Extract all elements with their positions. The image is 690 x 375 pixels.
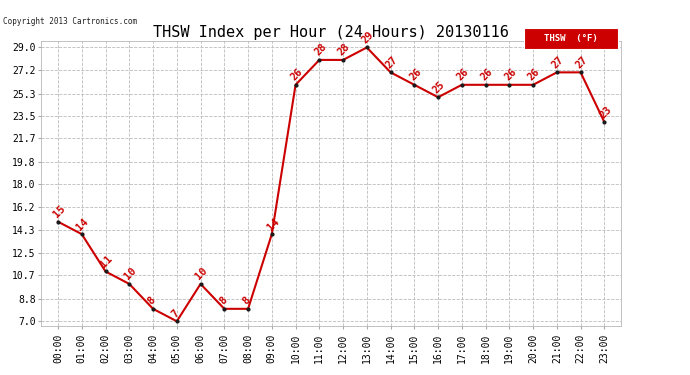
Text: 7: 7 bbox=[170, 308, 181, 319]
Text: Copyright 2013 Cartronics.com: Copyright 2013 Cartronics.com bbox=[3, 17, 137, 26]
Text: 23: 23 bbox=[598, 104, 613, 120]
Text: 14: 14 bbox=[75, 216, 91, 232]
Text: 11: 11 bbox=[99, 254, 115, 269]
Text: 26: 26 bbox=[479, 67, 495, 82]
Text: 26: 26 bbox=[455, 67, 471, 82]
Text: 27: 27 bbox=[384, 54, 400, 70]
Text: 8: 8 bbox=[146, 295, 157, 307]
Text: 8: 8 bbox=[241, 295, 253, 307]
Text: 25: 25 bbox=[431, 79, 447, 95]
Text: 27: 27 bbox=[573, 54, 589, 70]
Title: THSW Index per Hour (24 Hours) 20130116: THSW Index per Hour (24 Hours) 20130116 bbox=[153, 25, 509, 40]
Text: THSW  (°F): THSW (°F) bbox=[544, 34, 598, 43]
Text: 28: 28 bbox=[336, 42, 352, 58]
Text: 27: 27 bbox=[550, 54, 566, 70]
Text: 15: 15 bbox=[51, 204, 67, 219]
Text: 26: 26 bbox=[526, 67, 542, 82]
Text: 26: 26 bbox=[502, 67, 518, 82]
Text: 10: 10 bbox=[122, 266, 138, 282]
Text: 28: 28 bbox=[313, 42, 328, 58]
Text: 26: 26 bbox=[407, 67, 423, 82]
Text: 10: 10 bbox=[194, 266, 210, 282]
Text: 29: 29 bbox=[360, 29, 376, 45]
Text: 8: 8 bbox=[217, 295, 229, 307]
Text: 14: 14 bbox=[265, 216, 281, 232]
Text: 26: 26 bbox=[288, 67, 304, 82]
